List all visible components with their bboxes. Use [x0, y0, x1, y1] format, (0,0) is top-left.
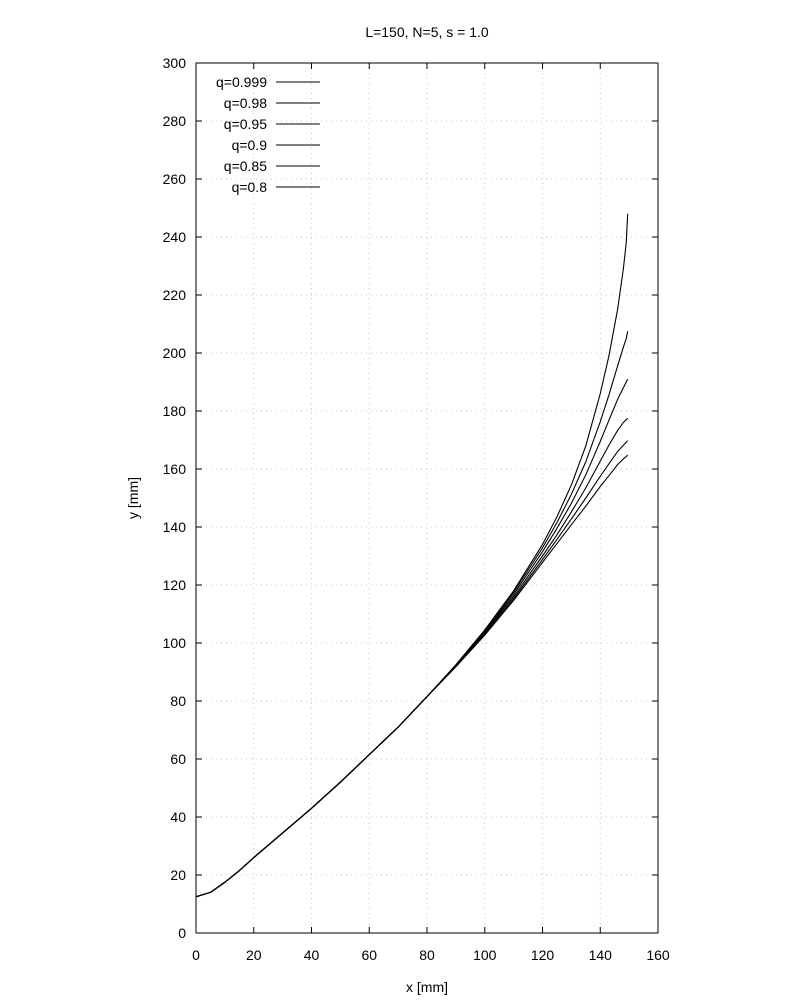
legend-label: q=0.98: [224, 95, 267, 111]
y-tick-label: 180: [163, 403, 187, 419]
x-tick-label: 140: [589, 947, 613, 963]
y-tick-label: 0: [178, 925, 186, 941]
y-tick-label: 120: [163, 577, 187, 593]
legend-label: q=0.95: [224, 116, 267, 132]
series-line: [195, 454, 629, 898]
y-tick-label: 80: [170, 693, 186, 709]
y-tick-label: 200: [163, 345, 187, 361]
axis-ticks: 0 20 40 60 80 100 120 140 160 0 20 40 60 80 100 120 140 1…: [163, 55, 670, 963]
y-tick-label: 100: [163, 635, 187, 651]
grid-lines: [196, 63, 658, 933]
series-line: [195, 213, 629, 898]
series-line: [195, 331, 629, 898]
y-tick-label: 280: [163, 113, 187, 129]
y-tick-label: 40: [170, 809, 186, 825]
x-tick-label: 120: [531, 947, 555, 963]
y-tick-label: 260: [163, 171, 187, 187]
chart-title: L=150, N=5, s = 1.0: [365, 24, 489, 40]
x-tick-label: 0: [192, 947, 200, 963]
series-line: [195, 440, 629, 898]
y-tick-label: 140: [163, 519, 187, 535]
y-tick-label: 220: [163, 287, 187, 303]
y-tick-label: 60: [170, 751, 186, 767]
legend: q=0.999 q=0.98 q=0.95 q=0.9 q=0.85 q=0.8: [216, 74, 320, 195]
y-tick-label: 240: [163, 229, 187, 245]
y-axis-label: y [mm]: [125, 477, 141, 519]
series-lines: [195, 213, 629, 898]
series-line: [195, 378, 629, 898]
x-axis-label: x [mm]: [406, 979, 448, 995]
legend-label: q=0.85: [224, 158, 267, 174]
legend-label: q=0.8: [232, 179, 268, 195]
x-tick-label: 80: [419, 947, 435, 963]
x-tick-label: 100: [473, 947, 497, 963]
legend-label: q=0.9: [232, 137, 268, 153]
y-tick-label: 160: [163, 461, 187, 477]
y-tick-label: 300: [163, 55, 187, 71]
y-tick-label: 20: [170, 867, 186, 883]
series-line: [195, 417, 629, 898]
legend-label: q=0.999: [216, 74, 267, 90]
x-tick-label: 40: [304, 947, 320, 963]
x-tick-label: 60: [361, 947, 377, 963]
x-tick-label: 20: [246, 947, 262, 963]
x-tick-label: 160: [646, 947, 670, 963]
